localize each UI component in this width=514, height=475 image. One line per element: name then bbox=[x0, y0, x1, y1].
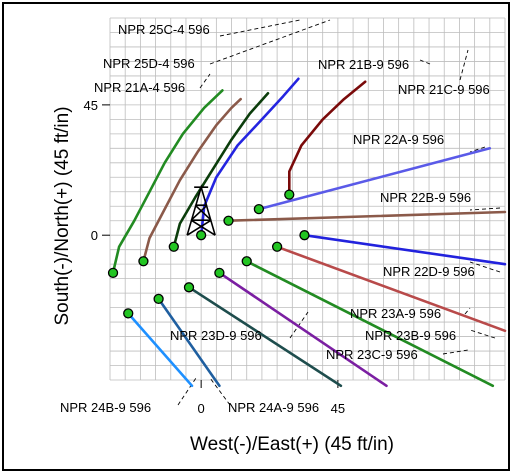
series-lines bbox=[111, 77, 507, 388]
series-line bbox=[157, 297, 221, 388]
series-label: NPR 24A-9 596 bbox=[228, 400, 319, 415]
surface-location-markers bbox=[107, 189, 310, 319]
y-axis-title: South(-)/North(+) (45 ft/in) bbox=[52, 106, 73, 325]
well-start-dot bbox=[223, 215, 234, 226]
well-start-dot bbox=[299, 230, 310, 241]
label-leader-line bbox=[177, 377, 197, 406]
well-start-dot bbox=[107, 267, 119, 278]
label-leader-line bbox=[469, 329, 496, 339]
label-leader-line bbox=[469, 261, 501, 273]
chart-frame bbox=[2, 2, 510, 471]
label-leader-line bbox=[209, 19, 331, 65]
well-start-dot bbox=[183, 282, 195, 293]
tick-labels: 0 45 0 45 bbox=[84, 98, 346, 416]
series-line bbox=[172, 92, 270, 249]
well-start-dot bbox=[271, 241, 283, 252]
well-start-dot bbox=[241, 256, 252, 267]
y-tick-label: 0 bbox=[91, 228, 98, 243]
series-line bbox=[187, 286, 343, 388]
label-leader-line bbox=[289, 311, 309, 339]
series-line bbox=[111, 89, 224, 275]
series-line bbox=[199, 77, 300, 237]
x-tick-label: 45 bbox=[331, 401, 345, 416]
series-label: NPR 21C-9 596 bbox=[398, 82, 490, 97]
well-start-dot bbox=[123, 308, 134, 319]
well-start-dot bbox=[153, 293, 164, 305]
series-label: NPR 21B-9 596 bbox=[318, 57, 409, 72]
series-labels: NPR 25C-4 596 NPR 25D-4 596 NPR 21A-4 596 N… bbox=[60, 22, 490, 415]
series-label: NPR 23B-9 596 bbox=[365, 328, 456, 343]
series-label: NPR 23C-9 596 bbox=[326, 347, 418, 362]
well-start-dot bbox=[168, 241, 179, 252]
label-leader-line bbox=[419, 59, 431, 65]
series-line bbox=[245, 260, 495, 388]
x-axis-title: West(-)/East(+) (45 ft/in) bbox=[190, 434, 394, 455]
series-line bbox=[142, 97, 242, 263]
series-label: NPR 21A-4 596 bbox=[94, 80, 185, 95]
series-line bbox=[218, 271, 388, 388]
series-line bbox=[257, 147, 492, 211]
series-label: NPR 22B-9 596 bbox=[380, 190, 471, 205]
well-start-dot bbox=[196, 230, 207, 241]
label-leader-line bbox=[469, 207, 501, 211]
well-start-dot bbox=[284, 189, 295, 200]
x-tick-label: 0 bbox=[198, 401, 205, 416]
series-label: NPR 22A-9 596 bbox=[353, 132, 444, 147]
series-line bbox=[288, 80, 367, 196]
drilling-rig-icon bbox=[186, 184, 216, 236]
series-label: NPR 25C-4 596 bbox=[118, 22, 210, 37]
series-label: NPR 23D-9 596 bbox=[170, 328, 262, 343]
label-leader-lines bbox=[177, 19, 501, 406]
series-line bbox=[126, 312, 194, 388]
label-leader-line bbox=[219, 19, 301, 37]
label-leader-line bbox=[199, 73, 211, 89]
label-leader-line bbox=[442, 349, 469, 355]
series-line bbox=[275, 245, 507, 333]
series-label: NPR 24B-9 596 bbox=[60, 400, 151, 415]
well-start-dot bbox=[253, 203, 265, 215]
series-label: NPR 23A-9 596 bbox=[350, 306, 441, 321]
label-leader-line bbox=[469, 146, 486, 153]
label-leader-line bbox=[464, 307, 471, 315]
well-start-dot bbox=[214, 267, 225, 278]
axes bbox=[102, 104, 339, 388]
series-label: NPR 22D-9 596 bbox=[383, 264, 475, 279]
label-leader-line bbox=[459, 49, 469, 81]
label-leader-line bbox=[209, 377, 231, 406]
series-label: NPR 25D-4 596 bbox=[103, 56, 195, 71]
well-start-dot bbox=[138, 256, 149, 267]
y-tick-label: 45 bbox=[84, 98, 98, 113]
rig-frame bbox=[186, 184, 216, 236]
series-line bbox=[303, 233, 507, 266]
series-line bbox=[227, 210, 507, 222]
